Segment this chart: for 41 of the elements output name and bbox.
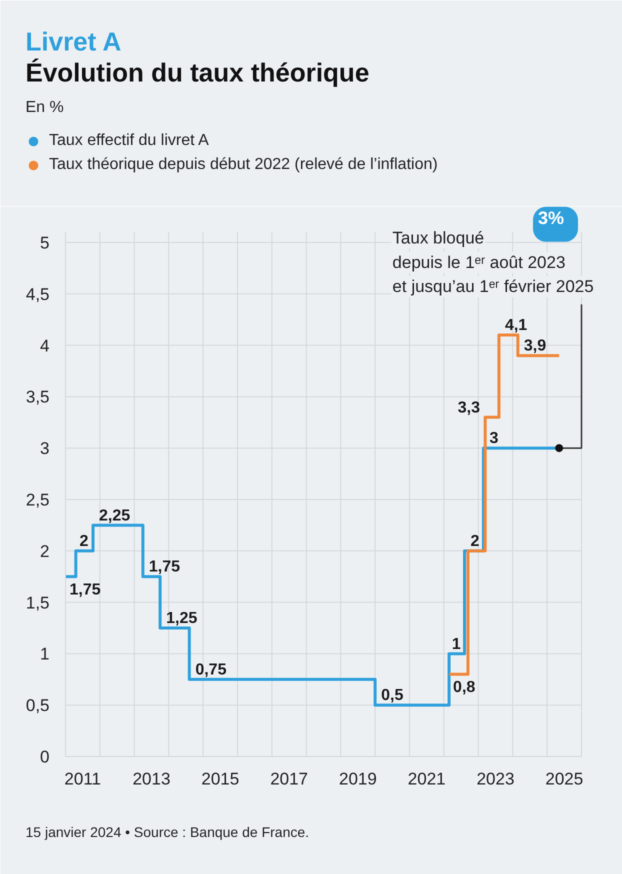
annotation: Taux bloqué depuis le 1ᵉʳ août 2023 et jusqu’au 1ᵉʳ février 2025 [392,228,594,296]
y-tick-label: 2,5 [26,490,50,510]
data-label: 1 [452,636,461,653]
x-tick-label: 2011 [64,770,101,788]
data-label: 2 [79,532,88,550]
y-tick-label: 0 [40,748,50,766]
x-tick-label: 2025 [545,770,584,788]
data-label: 0,75 [195,661,227,678]
x-tick-label: 2015 [201,770,240,788]
chart-title: Livret A [26,26,122,56]
x-tick-label: 2019 [338,770,377,788]
data-label: 4,1 [504,317,528,334]
data-label: 3,3 [458,399,480,416]
data-label: 2,25 [99,507,130,524]
x-tick-label: 2013 [132,770,170,788]
x-tick-label: 2023 [476,770,514,788]
y-tick-label: 5 [40,234,50,252]
data-label: 3,9 [524,338,546,355]
y-tick-label: 0,5 [26,696,50,716]
chart-subtitle: Évolution du taux théorique [26,58,370,88]
text: 3% [538,208,564,228]
data-label: 1,25 [166,610,198,628]
x-tick-label: 2017 [270,770,308,788]
text: En % [26,99,64,116]
data-label: 2 [470,532,480,550]
legend-label: Taux théorique depuis début 2022 (relevé de l’inflation) [49,156,438,174]
y-tick-label: 1 [40,644,50,664]
text: 15 janvier 2024 • Source : Banque de France. [26,824,310,840]
y-tick-label: 1,5 [26,593,50,612]
data-label: 1,75 [70,581,101,598]
y-tick-label: 3,5 [26,388,50,407]
y-tick-label: 3 [40,439,50,458]
data-label: 0,8 [453,679,476,696]
data-label: 3 [489,430,498,448]
y-tick-label: 4,5 [26,284,50,304]
y-tick-label: 2 [40,542,50,561]
data-label: 0,5 [381,687,404,704]
x-tick-label: 2021 [408,770,446,788]
data-label: 1,75 [148,558,180,576]
legend-label: Taux effectif du livret A [49,132,209,150]
y-tick-label: 4 [40,336,50,356]
